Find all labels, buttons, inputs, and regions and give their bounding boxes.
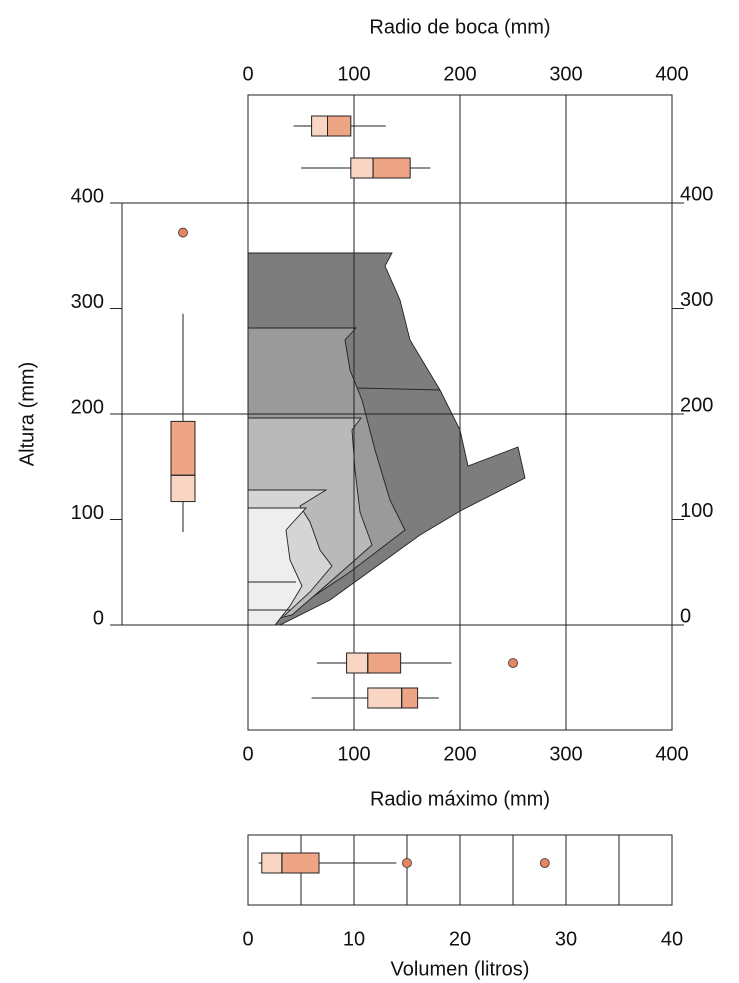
vessel-line xyxy=(357,387,441,391)
box-lower xyxy=(170,474,196,503)
y-tick-label: 200 xyxy=(680,394,713,416)
vessel-profiles xyxy=(247,252,526,626)
axis-title: Radio máximo (mm) xyxy=(370,788,550,810)
axis-title: Radio de boca (mm) xyxy=(369,16,550,38)
outlier xyxy=(402,858,412,868)
axis-title: Altura (mm) xyxy=(16,362,38,466)
x-tick-label: 0 xyxy=(242,63,253,85)
x-tick-label: 40 xyxy=(661,928,683,950)
x-tick-label: 100 xyxy=(337,63,370,85)
x-tick-label: 100 xyxy=(337,743,370,765)
box-lower xyxy=(367,687,403,709)
y-tick-label: 300 xyxy=(680,289,713,311)
x-tick-label: 30 xyxy=(555,928,577,950)
x-tick-label: 0 xyxy=(242,928,253,950)
x-tick-label: 300 xyxy=(549,743,582,765)
axis-title: Volumen (litros) xyxy=(391,958,530,980)
y-tick-label: 200 xyxy=(71,396,104,418)
box-upper xyxy=(170,420,196,476)
y-tick-label: 400 xyxy=(71,185,104,207)
box-lower xyxy=(346,652,369,674)
outlier xyxy=(539,858,550,868)
x-tick-label: 20 xyxy=(449,928,471,950)
x-tick-label: 200 xyxy=(443,743,476,765)
box-upper xyxy=(281,852,320,874)
outlier xyxy=(508,658,518,668)
box-upper xyxy=(372,157,411,179)
box-lower xyxy=(350,157,374,179)
x-tick-label: 300 xyxy=(549,63,582,85)
x-tick-label: 200 xyxy=(443,63,476,85)
outlier xyxy=(178,227,188,238)
y-tick-label: 100 xyxy=(680,500,713,522)
x-tick-label: 400 xyxy=(655,743,688,765)
y-tick-label: 0 xyxy=(680,605,691,627)
box-upper xyxy=(327,115,352,137)
box-lower xyxy=(261,852,283,874)
x-tick-label: 0 xyxy=(242,743,253,765)
y-tick-label: 400 xyxy=(680,183,713,205)
y-tick-label: 0 xyxy=(93,607,104,629)
y-tick-label: 300 xyxy=(71,291,104,313)
y-tick-label: 100 xyxy=(71,502,104,524)
box-lower xyxy=(311,115,329,137)
box-upper xyxy=(367,652,402,674)
x-tick-label: 10 xyxy=(343,928,365,950)
x-tick-label: 400 xyxy=(655,63,688,85)
box-upper xyxy=(401,687,419,709)
